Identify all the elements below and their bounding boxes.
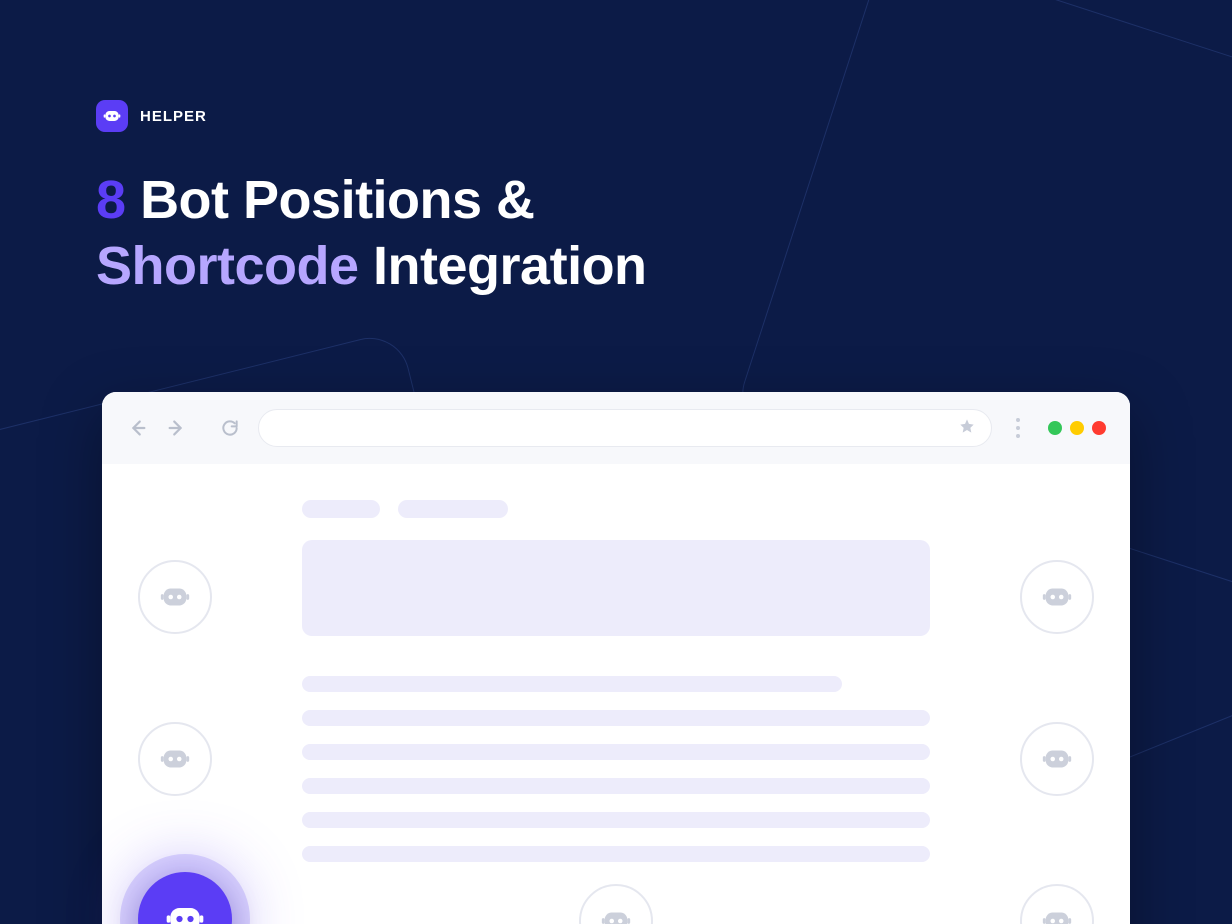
traffic-green (1048, 421, 1062, 435)
browser-mock (102, 392, 1130, 924)
bot-position-top-right[interactable] (1020, 560, 1094, 634)
bot-position-middle-left[interactable] (138, 722, 212, 796)
bot-launcher-active[interactable] (138, 872, 232, 924)
brand-label: HELPER (140, 108, 207, 125)
page-body (102, 464, 1130, 924)
promo-canvas: HELPER 8 Bot Positions & Shortcode Integ… (0, 0, 1232, 924)
reload-icon[interactable] (220, 418, 240, 438)
forward-icon[interactable] (166, 417, 188, 439)
headline: 8 Bot Positions & Shortcode Integration (96, 168, 647, 300)
skeleton-pill (302, 500, 380, 518)
address-bar[interactable] (258, 409, 992, 447)
back-icon[interactable] (126, 417, 148, 439)
skeleton-line (302, 846, 930, 862)
traffic-yellow (1070, 421, 1084, 435)
bot-position-bottom-right[interactable] (1020, 884, 1094, 924)
traffic-red (1092, 421, 1106, 435)
menu-dots-icon[interactable] (1010, 418, 1026, 438)
star-icon[interactable] (959, 418, 975, 439)
skeleton-line (302, 676, 842, 692)
skeleton-content (302, 500, 930, 880)
headline-part1: Bot Positions & (140, 170, 535, 230)
browser-toolbar (102, 392, 1130, 464)
brand-robot-icon (96, 100, 128, 132)
skeleton-line (302, 778, 930, 794)
headline-accent: Shortcode (96, 236, 359, 296)
brand: HELPER (96, 100, 207, 132)
skeleton-block (302, 540, 930, 636)
skeleton-pill (398, 500, 508, 518)
headline-part2: Integration (373, 236, 647, 296)
skeleton-line (302, 710, 930, 726)
traffic-lights (1048, 421, 1106, 435)
skeleton-line (302, 744, 930, 760)
bot-position-bottom-center[interactable] (579, 884, 653, 924)
skeleton-line (302, 812, 930, 828)
bot-position-middle-right[interactable] (1020, 722, 1094, 796)
headline-number: 8 (96, 170, 126, 230)
bot-position-top-left[interactable] (138, 560, 212, 634)
